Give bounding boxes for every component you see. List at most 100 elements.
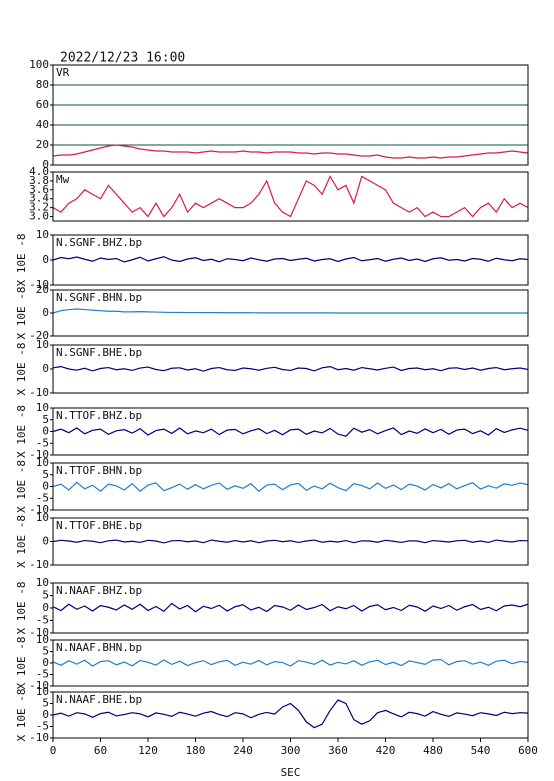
y-axis-label: X 10E -8 (15, 343, 28, 396)
y-axis-label: X 10E -8 (15, 460, 28, 513)
y-tick-label: -20 (29, 329, 49, 342)
y-tick-label: 10 (36, 576, 49, 589)
panel-label: VR (56, 66, 70, 79)
y-tick-label: -5 (36, 491, 49, 504)
x-tick-label: 600 (518, 744, 538, 757)
panel-label: N.NAAF.BHZ.bp (56, 584, 142, 597)
y-tick-label: 0 (42, 601, 49, 614)
y-tick-label: -10 (29, 679, 49, 692)
data-line (53, 256, 528, 263)
y-tick-label: 0 (42, 253, 49, 266)
panel-frame (52, 582, 529, 634)
panel-label: N.SGNF.BHE.bp (56, 346, 142, 359)
y-tick-label: -5 (36, 436, 49, 449)
y-tick-label: 5 (42, 645, 49, 658)
x-tick-label: 60 (94, 744, 107, 757)
y-tick-label: 0 (42, 425, 49, 438)
y-tick-label: 100 (29, 58, 49, 71)
data-line (53, 699, 528, 729)
y-tick-label: -10 (29, 503, 49, 516)
y-tick-label: 5 (42, 589, 49, 602)
y-tick-label: 10 (36, 338, 49, 351)
y-axis-label: X 10E -8 (15, 234, 28, 287)
panel-frame (52, 344, 529, 394)
x-tick-label: 360 (328, 744, 348, 757)
panel-frame (52, 462, 529, 511)
y-tick-label: 0 (42, 362, 49, 375)
data-line (53, 144, 528, 159)
panel-frame (52, 407, 529, 456)
y-tick-label: 20 (36, 283, 49, 296)
y-tick-label: 10 (36, 456, 49, 469)
panel-label: Mw (56, 173, 70, 186)
data-line (53, 481, 528, 492)
y-tick-label: 3.2 (29, 201, 49, 214)
y-axis-label: X 10E -8 (15, 515, 28, 568)
panel-frame (52, 517, 529, 566)
y-tick-label: 3.8 (29, 174, 49, 187)
data-line (53, 175, 528, 218)
y-tick-label: 0 (42, 708, 49, 721)
data-line (53, 602, 528, 613)
x-tick-label: 420 (376, 744, 396, 757)
y-tick-label: 3.0 (29, 210, 49, 223)
panel-label: N.SGNF.BHZ.bp (56, 236, 142, 249)
data-line (53, 658, 528, 667)
x-tick-label: 480 (423, 744, 443, 757)
y-tick-label: 10 (36, 228, 49, 241)
y-tick-label: 10 (36, 401, 49, 414)
panel-frame (52, 289, 529, 337)
x-tick-label: 180 (186, 744, 206, 757)
y-tick-label: 0 (42, 535, 49, 548)
y-axis-label: X 10E -8 (15, 582, 28, 635)
y-axis-label: X 10E -8 (15, 287, 28, 340)
y-tick-label: 3.4 (29, 192, 49, 205)
x-tick-label: 240 (233, 744, 253, 757)
y-tick-label: 5 (42, 468, 49, 481)
y-tick-label: 10 (36, 633, 49, 646)
data-line (53, 427, 528, 437)
y-tick-label: -10 (29, 278, 49, 291)
y-tick-label: -10 (29, 558, 49, 571)
y-tick-label: 80 (36, 78, 49, 91)
y-tick-label: 3.6 (29, 183, 49, 196)
y-tick-label: -5 (36, 720, 49, 733)
y-tick-label: -10 (29, 626, 49, 639)
y-tick-label: -10 (29, 448, 49, 461)
panel-label: N.NAAF.BHN.bp (56, 641, 142, 654)
y-tick-label: -10 (29, 386, 49, 399)
y-axis-label: X 10E -8 (15, 637, 28, 690)
x-axis-label: SEC (281, 766, 301, 779)
y-tick-label: 10 (36, 511, 49, 524)
y-tick-label: 0 (42, 306, 49, 319)
chart-title: 2022/12/23 16:00 (60, 51, 185, 66)
panel-frame (52, 64, 529, 166)
y-tick-label: 5 (42, 413, 49, 426)
panel-label: N.TTOF.BHN.bp (56, 464, 142, 477)
panel-label: N.TTOF.BHZ.bp (56, 409, 142, 422)
y-tick-label: 60 (36, 98, 49, 111)
x-tick-label: 120 (138, 744, 158, 757)
y-tick-label: -10 (29, 731, 49, 744)
y-tick-label: 0 (42, 158, 49, 171)
y-tick-label: 10 (36, 685, 49, 698)
y-tick-label: -5 (36, 668, 49, 681)
y-tick-label: 0 (42, 656, 49, 669)
y-tick-label: 5 (42, 697, 49, 710)
y-axis-label: X 10E -8 (15, 405, 28, 458)
panel-frame (52, 171, 529, 222)
data-line (53, 539, 528, 544)
y-tick-label: 4.0 (29, 165, 49, 178)
y-tick-label: 20 (36, 138, 49, 151)
panel-frame (52, 639, 529, 687)
y-tick-label: 0 (42, 480, 49, 493)
panel-frame (52, 234, 529, 286)
x-tick-label: 540 (471, 744, 491, 757)
x-tick-label: 300 (281, 744, 301, 757)
y-tick-label: -5 (36, 614, 49, 627)
data-line (53, 308, 528, 314)
panel-label: N.SGNF.BHN.bp (56, 291, 142, 304)
data-line (53, 365, 528, 372)
